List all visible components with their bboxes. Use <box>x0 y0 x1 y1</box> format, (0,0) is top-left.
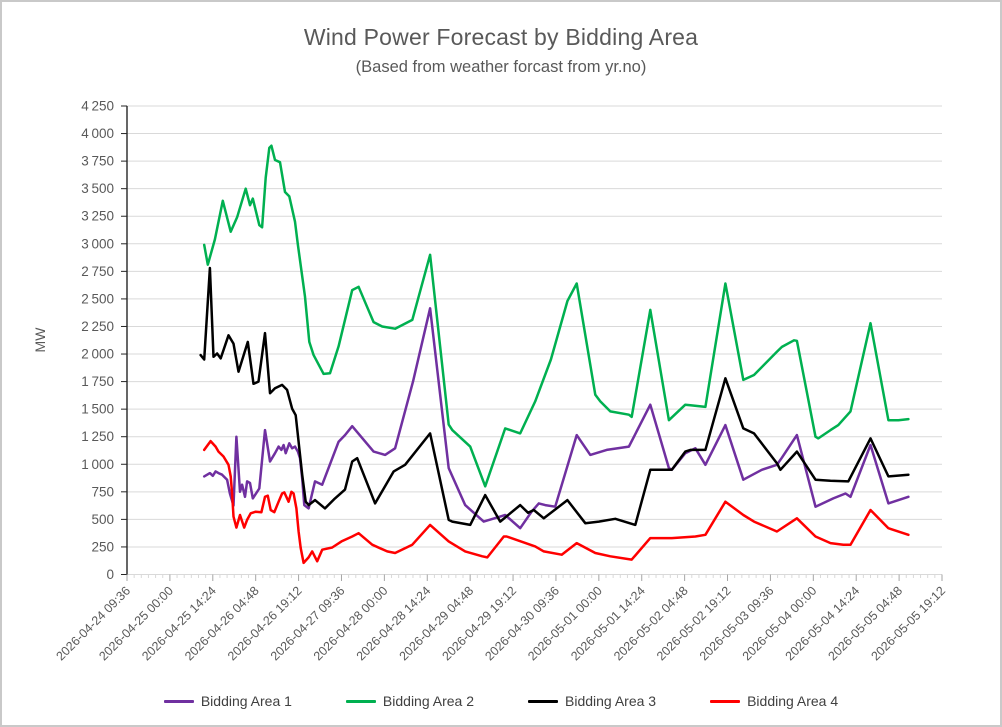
y-tick-label: 2 500 <box>81 291 114 306</box>
x-tick-label: 2026-05-05 19:12 <box>868 584 948 664</box>
y-tick-label: 3 000 <box>81 236 114 251</box>
y-tick-label: 0 <box>106 567 114 582</box>
x-tick-label: 2026-05-04 00:00 <box>740 584 820 664</box>
legend-swatch-bidding-area-4 <box>710 699 741 703</box>
series-line-bidding-area-4 <box>202 439 910 565</box>
y-tick-label: 3 750 <box>81 154 114 169</box>
y-tick-label: 4 250 <box>81 99 114 114</box>
x-tick-label: 2026-04-27 09:36 <box>268 584 348 664</box>
x-tick-label: 2026-05-05 04:48 <box>826 584 906 664</box>
y-tick-label: 3 500 <box>81 181 114 196</box>
y-tick-label: 4 000 <box>81 126 114 141</box>
chart-subtitle: (Based from weather forcast from yr.no) <box>355 58 647 76</box>
y-tick-label: 3 250 <box>81 209 114 224</box>
x-tick-label: 2026-05-01 00:00 <box>525 584 605 664</box>
y-tick-label: 2 250 <box>81 319 114 334</box>
y-tick-label: 750 <box>91 484 114 499</box>
legend-label-bidding-area-1: Bidding Area 1 <box>200 693 292 709</box>
x-tick-label: 2026-04-25 14:24 <box>139 584 219 664</box>
legend-item-bidding-area-4: Bidding Area 4 <box>710 693 838 709</box>
legend-label-bidding-area-4: Bidding Area 4 <box>747 693 839 709</box>
legend-label-bidding-area-2: Bidding Area 2 <box>382 693 474 709</box>
y-tick-label: 500 <box>91 512 114 527</box>
legend-swatch-bidding-area-3 <box>528 699 558 703</box>
legend-label-bidding-area-3: Bidding Area 3 <box>565 693 657 709</box>
legend: Bidding Area 1 Bidding Area 2 Bidding Ar… <box>2 693 1000 709</box>
x-tick-label: 2026-04-30 09:36 <box>482 584 562 664</box>
y-tick-label: 1 000 <box>81 457 114 472</box>
y-tick-label: 1 250 <box>81 429 114 444</box>
y-tick-label: 1 750 <box>81 374 114 389</box>
legend-item-bidding-area-1: Bidding Area 1 <box>163 693 292 709</box>
x-tick-label: 2026-04-26 19:12 <box>225 584 305 664</box>
legend-item-bidding-area-2: Bidding Area 2 <box>345 693 474 709</box>
legend-swatch-bidding-area-2 <box>345 699 376 703</box>
x-tick-label: 2026-04-28 14:24 <box>354 584 434 664</box>
x-tick-label: 2026-04-26 04:48 <box>182 584 262 664</box>
x-tick-label: 2026-04-28 00:00 <box>311 584 391 664</box>
series-line-bidding-area-2 <box>202 144 910 488</box>
x-tick-label: 2026-05-04 14:24 <box>783 584 863 664</box>
y-tick-label: 2 000 <box>81 347 114 362</box>
y-tick-label: 2 750 <box>81 264 114 279</box>
x-tick-label: 2026-05-01 14:24 <box>568 584 648 664</box>
x-tick-label: 2026-04-24 09:36 <box>53 584 133 664</box>
x-tick-label: 2026-05-02 19:12 <box>654 584 734 664</box>
x-tick-label: 2026-04-29 04:48 <box>397 584 477 664</box>
legend-swatch-bidding-area-1 <box>163 699 194 703</box>
x-tick-label: 2026-05-02 04:48 <box>611 584 691 664</box>
x-tick-label: 2026-04-25 00:00 <box>96 584 176 664</box>
series-line-bidding-area-1 <box>202 307 910 530</box>
series-line-bidding-area-3 <box>199 266 910 527</box>
x-tick-label: 2026-05-03 09:36 <box>697 584 777 664</box>
legend-item-bidding-area-3: Bidding Area 3 <box>528 693 656 709</box>
x-tick-label: 2026-04-29 19:12 <box>439 584 519 664</box>
y-tick-label: 250 <box>91 539 114 554</box>
chart-title: Wind Power Forecast by Bidding Area <box>303 24 699 50</box>
y-tick-label: 1 500 <box>81 402 114 417</box>
